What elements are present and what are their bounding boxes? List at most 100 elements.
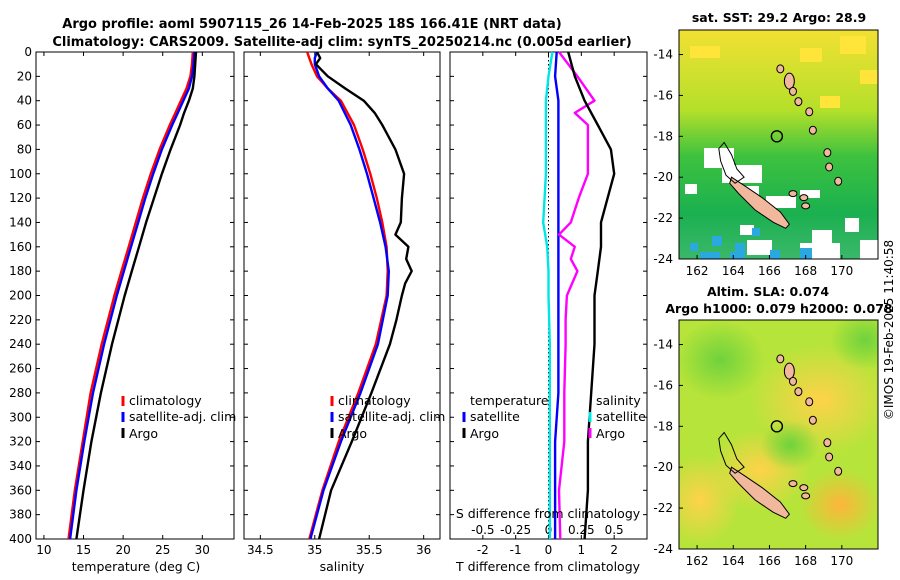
series-line-argo <box>75 51 198 540</box>
sst-warm-cell <box>690 46 720 58</box>
loyalty-island <box>788 190 798 198</box>
sst-warm-cell <box>820 96 840 108</box>
map-y-tick-label: -24 <box>653 542 673 556</box>
y-tick-label: 120 <box>9 191 32 205</box>
loyalty-island <box>801 202 811 210</box>
vanuatu-island <box>794 387 803 397</box>
sst-warm-cell <box>800 48 822 62</box>
y-tick-label: 260 <box>9 362 32 376</box>
x-tick-label: 0 <box>545 543 553 557</box>
y-tick-label: 300 <box>9 410 32 424</box>
map-y-tick-label: -14 <box>653 48 673 62</box>
sla-high-anomaly <box>679 455 740 545</box>
sst-cool-cell <box>800 248 812 259</box>
sla-low-anomaly <box>830 320 878 370</box>
x-tick-label: 10 <box>36 543 51 557</box>
legend-argo-label: Argo <box>338 426 367 441</box>
sst-missing-cell <box>845 218 859 232</box>
sst-map-title: sat. SST: 29.2 Argo: 28.9 <box>692 10 866 25</box>
s-tick-label: -0.5 <box>471 523 494 537</box>
map-x-tick-label: 166 <box>758 554 781 568</box>
sst-cool-cell <box>735 243 745 253</box>
y-tick-label: 200 <box>9 289 32 303</box>
sst-coastline <box>718 64 843 229</box>
map-y-tick-label: -22 <box>653 501 673 515</box>
sla-high-anomaly <box>800 470 878 540</box>
sla-map-title: Altim. SLA: 0.074 <box>707 284 829 299</box>
x-tick-label: 15 <box>76 543 91 557</box>
sst-missing-cell <box>747 240 772 255</box>
x-tick-label: 35 <box>307 543 322 557</box>
figure-title-line2: Climatology: CARS2009. Satellite-adj cli… <box>52 35 631 50</box>
y-tick-label: 220 <box>9 313 32 327</box>
legend-climatology-label: climatology <box>129 393 202 408</box>
sst-cool-cell <box>730 252 745 259</box>
vanuatu-island <box>783 72 795 90</box>
map-x-tick-label: 166 <box>758 264 781 278</box>
s-tick-label: -0.25 <box>500 523 531 537</box>
vanuatu-island <box>808 125 817 135</box>
reef-outline <box>718 141 745 184</box>
salinity-xlabel: salinity <box>320 559 365 574</box>
sla-low-anomaly <box>760 420 820 470</box>
x-tick-label: 36 <box>416 543 431 557</box>
sst-warm-cell <box>860 70 878 84</box>
difference-plot: -2 -1 0 1 2 -0.5 -0.25 0 0.25 0.5 <box>450 51 647 557</box>
y-tick-label: 380 <box>9 508 32 522</box>
reef-outline <box>718 431 745 474</box>
sst-missing-cell <box>812 230 832 244</box>
argo-position-marker <box>770 130 784 143</box>
vanuatu-island <box>808 415 817 425</box>
map-y-tick-label: -16 <box>653 378 673 392</box>
salinity-plot: 34.5 35 35.5 36 <box>244 51 440 557</box>
temperature-plot: 10 15 20 25 30020406080100120140160180200220… <box>9 45 234 557</box>
map-x-tick-label: 170 <box>830 554 853 568</box>
vanuatu-island <box>823 148 832 158</box>
legend-satellite-label: satellite-adj. clim <box>338 409 445 424</box>
x-tick-label: 2 <box>610 543 618 557</box>
x-tick-label: 1 <box>578 543 586 557</box>
y-tick-label: 60 <box>17 118 32 132</box>
sst-cool-cell <box>712 236 722 246</box>
vanuatu-island <box>776 354 785 364</box>
map-y-tick-label: -20 <box>653 460 673 474</box>
map-y-tick-label: -20 <box>653 170 673 184</box>
map-x-tick-label: 162 <box>686 264 709 278</box>
vanuatu-island <box>805 397 814 407</box>
y-tick-label: 360 <box>9 483 32 497</box>
map-x-tick-label: 168 <box>794 264 817 278</box>
series-line-satellite-adj-clim <box>309 51 390 540</box>
y-tick-label: 140 <box>9 215 32 229</box>
vanuatu-island <box>834 466 843 476</box>
y-tick-label: 400 <box>9 532 32 546</box>
x-tick-label: 35.5 <box>356 543 383 557</box>
y-tick-label: 100 <box>9 167 32 181</box>
series-line-temperature-satellite <box>553 51 560 539</box>
sst-missing-cell <box>860 240 878 259</box>
temperature-xlabel: temperature (deg C) <box>72 559 201 574</box>
vanuatu-island <box>825 162 834 172</box>
map-y-tick-label: -16 <box>653 88 673 102</box>
series-line-salinity-satellite <box>542 51 554 539</box>
sla-map-subtitle: Argo h1000: 0.079 h2000: 0.078 <box>665 301 892 316</box>
map-x-tick-label: 168 <box>794 554 817 568</box>
map-x-tick-label: 164 <box>722 264 745 278</box>
y-tick-label: 80 <box>17 142 32 156</box>
legend-t-satellite-label: satellite <box>470 409 520 424</box>
sst-map-axes: 162 164 166 168 170 -14 -16 -18 -20 -22 -24 <box>653 48 853 278</box>
legend-satellite-label: satellite-adj. clim <box>129 409 236 424</box>
s-tick-label: 0 <box>545 523 553 537</box>
sla-map-axes: 162 164 166 168 170 -14 -16 -18 -20 -22 -24 <box>653 338 853 568</box>
sst-missing-cell <box>766 196 796 208</box>
series-line-climatology <box>67 51 194 540</box>
argo-position-marker <box>770 420 784 433</box>
x-tick-label: 30 <box>195 543 210 557</box>
imos-credit: ©IMOS 19-Feb-2025 11:40:58 <box>882 240 896 420</box>
y-tick-label: 180 <box>9 264 32 278</box>
y-tick-label: 320 <box>9 435 32 449</box>
map-y-tick-label: -22 <box>653 211 673 225</box>
new-caledonia-island <box>729 466 791 519</box>
legend-climatology-label: climatology <box>338 393 411 408</box>
map-y-tick-label: -14 <box>653 338 673 352</box>
y-tick-label: 280 <box>9 386 32 400</box>
